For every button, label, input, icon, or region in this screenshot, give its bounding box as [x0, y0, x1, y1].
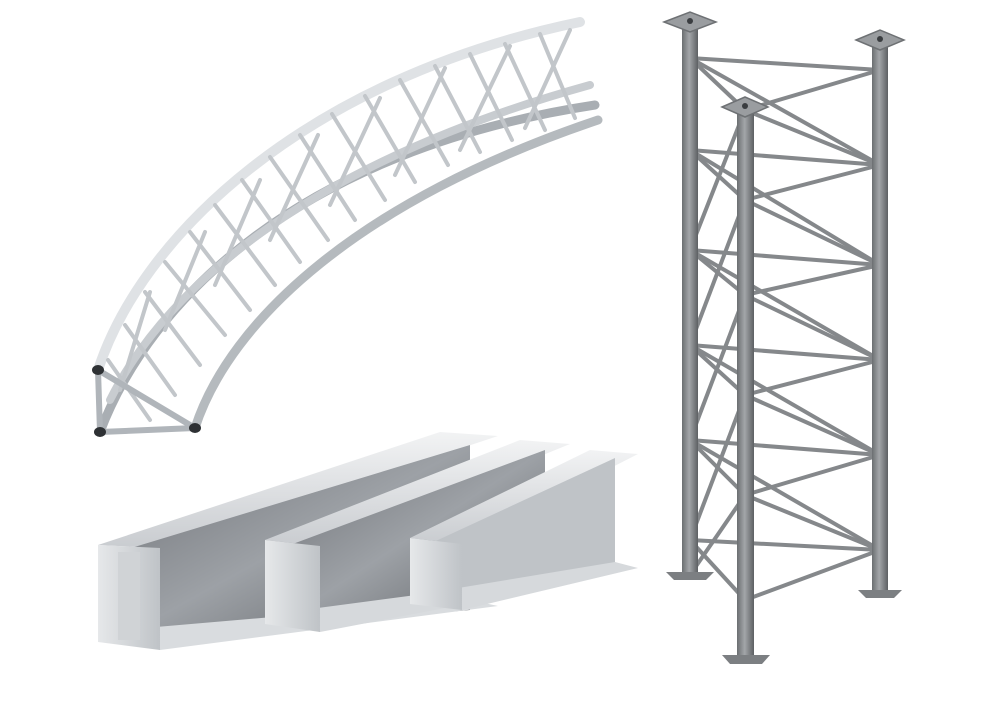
tower-base-plates — [666, 572, 902, 664]
truss-chord-top-outer — [93, 17, 585, 375]
tower-post-back-right — [872, 42, 888, 592]
tower-post-front — [737, 108, 754, 658]
tower-top-holes — [687, 18, 883, 109]
tower-post-back-left — [682, 25, 698, 575]
i-beams — [98, 432, 638, 650]
truss-end-frame — [95, 367, 198, 435]
truss-chord-bottom-inner — [95, 100, 600, 437]
truss-lacing — [106, 28, 577, 422]
truss-chord-bottom-outer — [190, 115, 603, 433]
lattice-tower — [661, 11, 906, 664]
truss-end-caps — [92, 365, 201, 437]
i-beam-3 — [410, 450, 638, 610]
curved-truss — [92, 17, 603, 437]
tower-bracing — [688, 56, 882, 602]
